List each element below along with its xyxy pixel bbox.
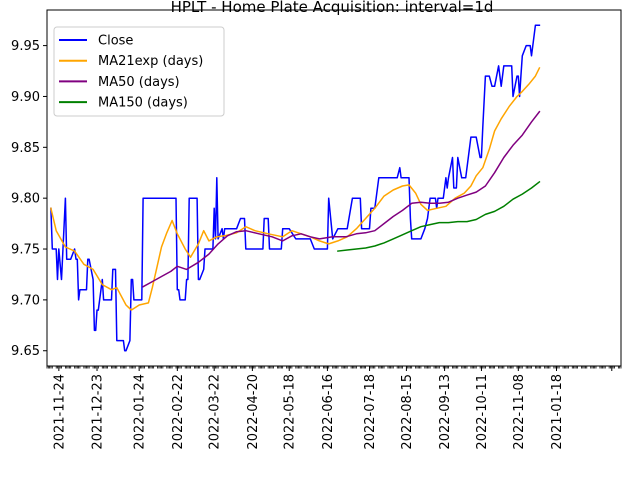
x-tick-label: 2022-10-11 [475, 374, 490, 450]
y-tick-label: 9.85 [11, 141, 40, 156]
y-tick-label: 9.90 [11, 90, 40, 105]
x-tick-label: 2022-04-20 [246, 374, 261, 450]
x-tick-label: 2022-02-22 [171, 374, 186, 450]
series-line-2 [142, 110, 541, 288]
y-tick-label: 9.65 [11, 344, 40, 359]
legend-frame [53, 26, 225, 117]
plot-lines [49, 24, 541, 352]
x-axis: 2021-11-24 2021-12-23 2022-01-24 2022-02-22… [46, 366, 622, 450]
legend-label: MA21exp (days) [98, 54, 203, 69]
x-tick-label: 2022-09-13 [438, 374, 453, 450]
series-line-0 [50, 24, 541, 352]
x-tick-label: 2022-01-24 [133, 374, 148, 450]
x-tick-label: 2022-03-22 [208, 374, 223, 450]
series-line-3 [337, 180, 541, 252]
x-tick-label: 2021-12-23 [91, 374, 106, 450]
y-tick-label: 9.95 [11, 39, 40, 54]
legend-label: MA150 (days) [98, 96, 188, 111]
y-tick-label: 9.75 [11, 243, 40, 258]
x-tick-label: 2022-08-15 [400, 374, 415, 450]
x-tick-label: 2022-05-18 [283, 374, 298, 450]
y-tick-label: 9.80 [11, 192, 40, 207]
x-tick-label: 2022-11-08 [512, 374, 527, 450]
x-tick-label: 2022-06-16 [321, 374, 336, 450]
x-tick-label: 2022-07-18 [363, 374, 378, 450]
series-line-1 [49, 66, 541, 311]
x-tick-label: 2021-11-24 [52, 374, 67, 450]
legend: Close MA21exp (days) MA50 (days) MA150 (day… [53, 26, 225, 117]
legend-label: Close [98, 34, 133, 49]
legend-label: MA50 (days) [98, 75, 180, 90]
y-axis: 9.65 9.70 9.75 9.80 9.85 9.90 9.95 [11, 39, 47, 359]
x-tick-label: 2021-01-18 [550, 374, 565, 450]
y-tick-label: 9.70 [11, 293, 40, 308]
chart-title: HPLT - Home Plate Acquisition: interval=… [171, 0, 494, 16]
